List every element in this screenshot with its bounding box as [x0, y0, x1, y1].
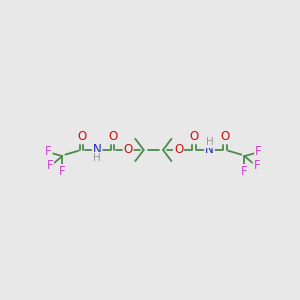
Text: O: O — [124, 143, 133, 157]
Text: N: N — [93, 143, 102, 157]
Text: F: F — [254, 159, 260, 172]
Text: F: F — [255, 145, 262, 158]
Text: F: F — [46, 159, 53, 172]
Text: O: O — [174, 143, 183, 157]
Text: N: N — [205, 143, 214, 157]
Text: O: O — [220, 130, 230, 143]
Text: O: O — [77, 130, 86, 143]
Text: O: O — [108, 130, 117, 143]
Text: F: F — [45, 145, 52, 158]
Text: H: H — [206, 137, 213, 147]
Text: O: O — [189, 130, 199, 143]
Text: F: F — [241, 165, 248, 178]
Text: F: F — [59, 165, 66, 178]
Text: H: H — [93, 153, 101, 163]
